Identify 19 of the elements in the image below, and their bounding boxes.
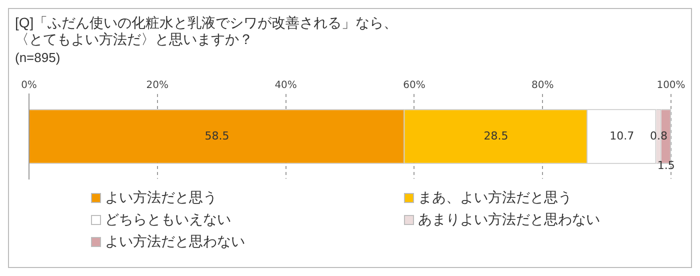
data-label: 0.8 xyxy=(650,129,668,142)
x-tick-label: 100% xyxy=(656,80,686,91)
text: 〈とてもよい方法だ〉と思いますか？ xyxy=(15,31,253,48)
chart-subtitle: (n=895) xyxy=(15,50,60,65)
data-label: 58.5 xyxy=(204,129,230,142)
legend-label: よい方法だと思わない xyxy=(105,233,245,251)
series-label: よい方法だと思う xyxy=(105,189,217,207)
x-tick-label: 40% xyxy=(274,80,297,91)
data-label: 10.7 xyxy=(610,129,634,142)
x-tick-label: 80% xyxy=(531,80,554,91)
x-tick-label: 0% xyxy=(21,80,37,91)
x-tick-label: 20% xyxy=(146,80,169,91)
data-label: 1.5 xyxy=(657,158,675,172)
legend-label: どちらともいえない xyxy=(105,211,231,229)
data-label: 28.5 xyxy=(484,129,508,142)
legend-label: あまりよい方法だと思わない xyxy=(418,211,600,229)
text: [Q]「ふだん使いの化粧水と乳液でシワが改善される」なら、 xyxy=(15,14,398,30)
legend-label: まあ、よい方法だと思う xyxy=(418,189,572,207)
x-tick-label: 60% xyxy=(403,80,426,91)
